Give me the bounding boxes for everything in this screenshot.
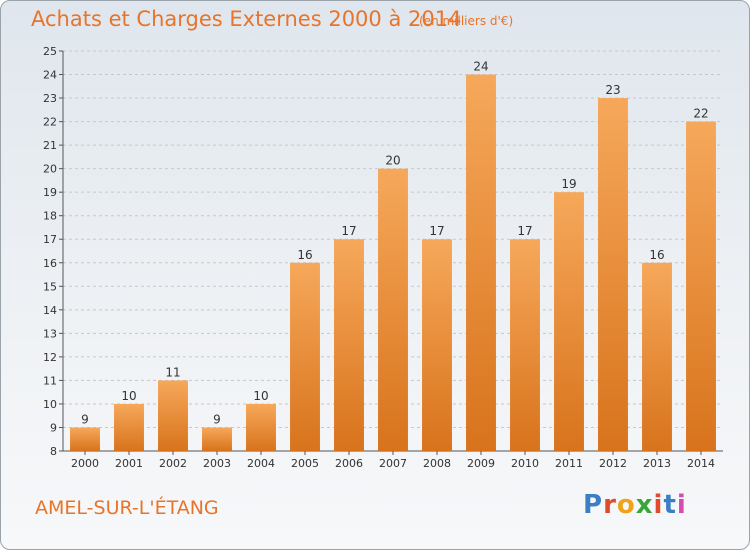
y-tick-label: 23 — [43, 92, 57, 105]
data-label: 19 — [561, 177, 576, 191]
chart-unit: (en milliers d'€) — [419, 14, 514, 28]
x-tick-label: 2013 — [643, 457, 671, 470]
x-tick-label: 2011 — [555, 457, 583, 470]
bar — [202, 427, 232, 451]
logo-letter: x — [635, 490, 654, 520]
chart-title: Achats et Charges Externes 2000 à 2014 — [31, 7, 462, 31]
bar — [554, 192, 584, 452]
data-label: 10 — [121, 389, 136, 403]
logo-letter: i — [653, 490, 664, 520]
y-tick-label: 22 — [43, 116, 57, 129]
y-tick-label: 12 — [43, 351, 57, 364]
y-tick-label: 10 — [43, 398, 57, 411]
logo-letter: t — [663, 490, 677, 520]
data-label: 23 — [605, 83, 620, 97]
bar — [422, 239, 452, 451]
y-tick-label: 13 — [43, 327, 57, 340]
y-tick-label: 9 — [50, 421, 57, 434]
data-label: 24 — [473, 60, 488, 74]
x-tick-label: 2009 — [467, 457, 495, 470]
bar — [114, 403, 144, 451]
x-tick-label: 2002 — [159, 457, 187, 470]
y-tick-label: 14 — [43, 304, 57, 317]
x-tick-label: 2008 — [423, 457, 451, 470]
x-tick-label: 2000 — [71, 457, 99, 470]
bar — [598, 98, 628, 451]
x-tick-label: 2007 — [379, 457, 407, 470]
y-tick-label: 15 — [43, 280, 57, 293]
x-tick-label: 2014 — [687, 457, 715, 470]
bar — [246, 403, 276, 451]
bar — [378, 168, 408, 451]
y-tick-label: 25 — [43, 45, 57, 58]
bar — [334, 239, 364, 451]
x-tick-label: 2010 — [511, 457, 539, 470]
bar — [290, 262, 320, 451]
bar — [70, 427, 100, 451]
bar — [686, 121, 716, 452]
x-tick-label: 2001 — [115, 457, 143, 470]
bar — [642, 262, 672, 451]
y-tick-label: 24 — [43, 69, 57, 82]
x-tick-label: 2006 — [335, 457, 363, 470]
data-label: 10 — [253, 389, 268, 403]
logo-letter: P — [583, 490, 604, 520]
logo-letter: o — [616, 490, 636, 520]
commune-name: AMEL-SUR-L'ÉTANG — [35, 497, 219, 519]
logo-letter: r — [603, 490, 617, 520]
y-tick-label: 17 — [43, 233, 57, 246]
data-label: 22 — [693, 107, 708, 121]
data-label: 9 — [213, 412, 221, 426]
data-label: 16 — [297, 248, 312, 262]
data-label: 16 — [649, 248, 664, 262]
data-label: 17 — [341, 224, 356, 238]
proxiti-logo: Proxiti — [583, 490, 687, 520]
bar — [510, 239, 540, 451]
y-tick-label: 16 — [43, 257, 57, 270]
y-tick-label: 20 — [43, 163, 57, 176]
bar — [466, 74, 496, 451]
x-tick-label: 2004 — [247, 457, 275, 470]
y-tick-label: 19 — [43, 186, 57, 199]
x-tick-label: 2003 — [203, 457, 231, 470]
x-tick-label: 2012 — [599, 457, 627, 470]
data-label: 20 — [385, 154, 400, 168]
y-tick-label: 8 — [50, 445, 57, 458]
data-label: 17 — [429, 224, 444, 238]
logo-letter: i — [676, 490, 687, 520]
data-label: 11 — [165, 365, 180, 379]
data-label: 9 — [81, 412, 89, 426]
y-tick-label: 21 — [43, 139, 57, 152]
y-tick-label: 11 — [43, 374, 57, 387]
x-tick-label: 2005 — [291, 457, 319, 470]
bar — [158, 380, 188, 451]
data-label: 17 — [517, 224, 532, 238]
y-tick-label: 18 — [43, 210, 57, 223]
